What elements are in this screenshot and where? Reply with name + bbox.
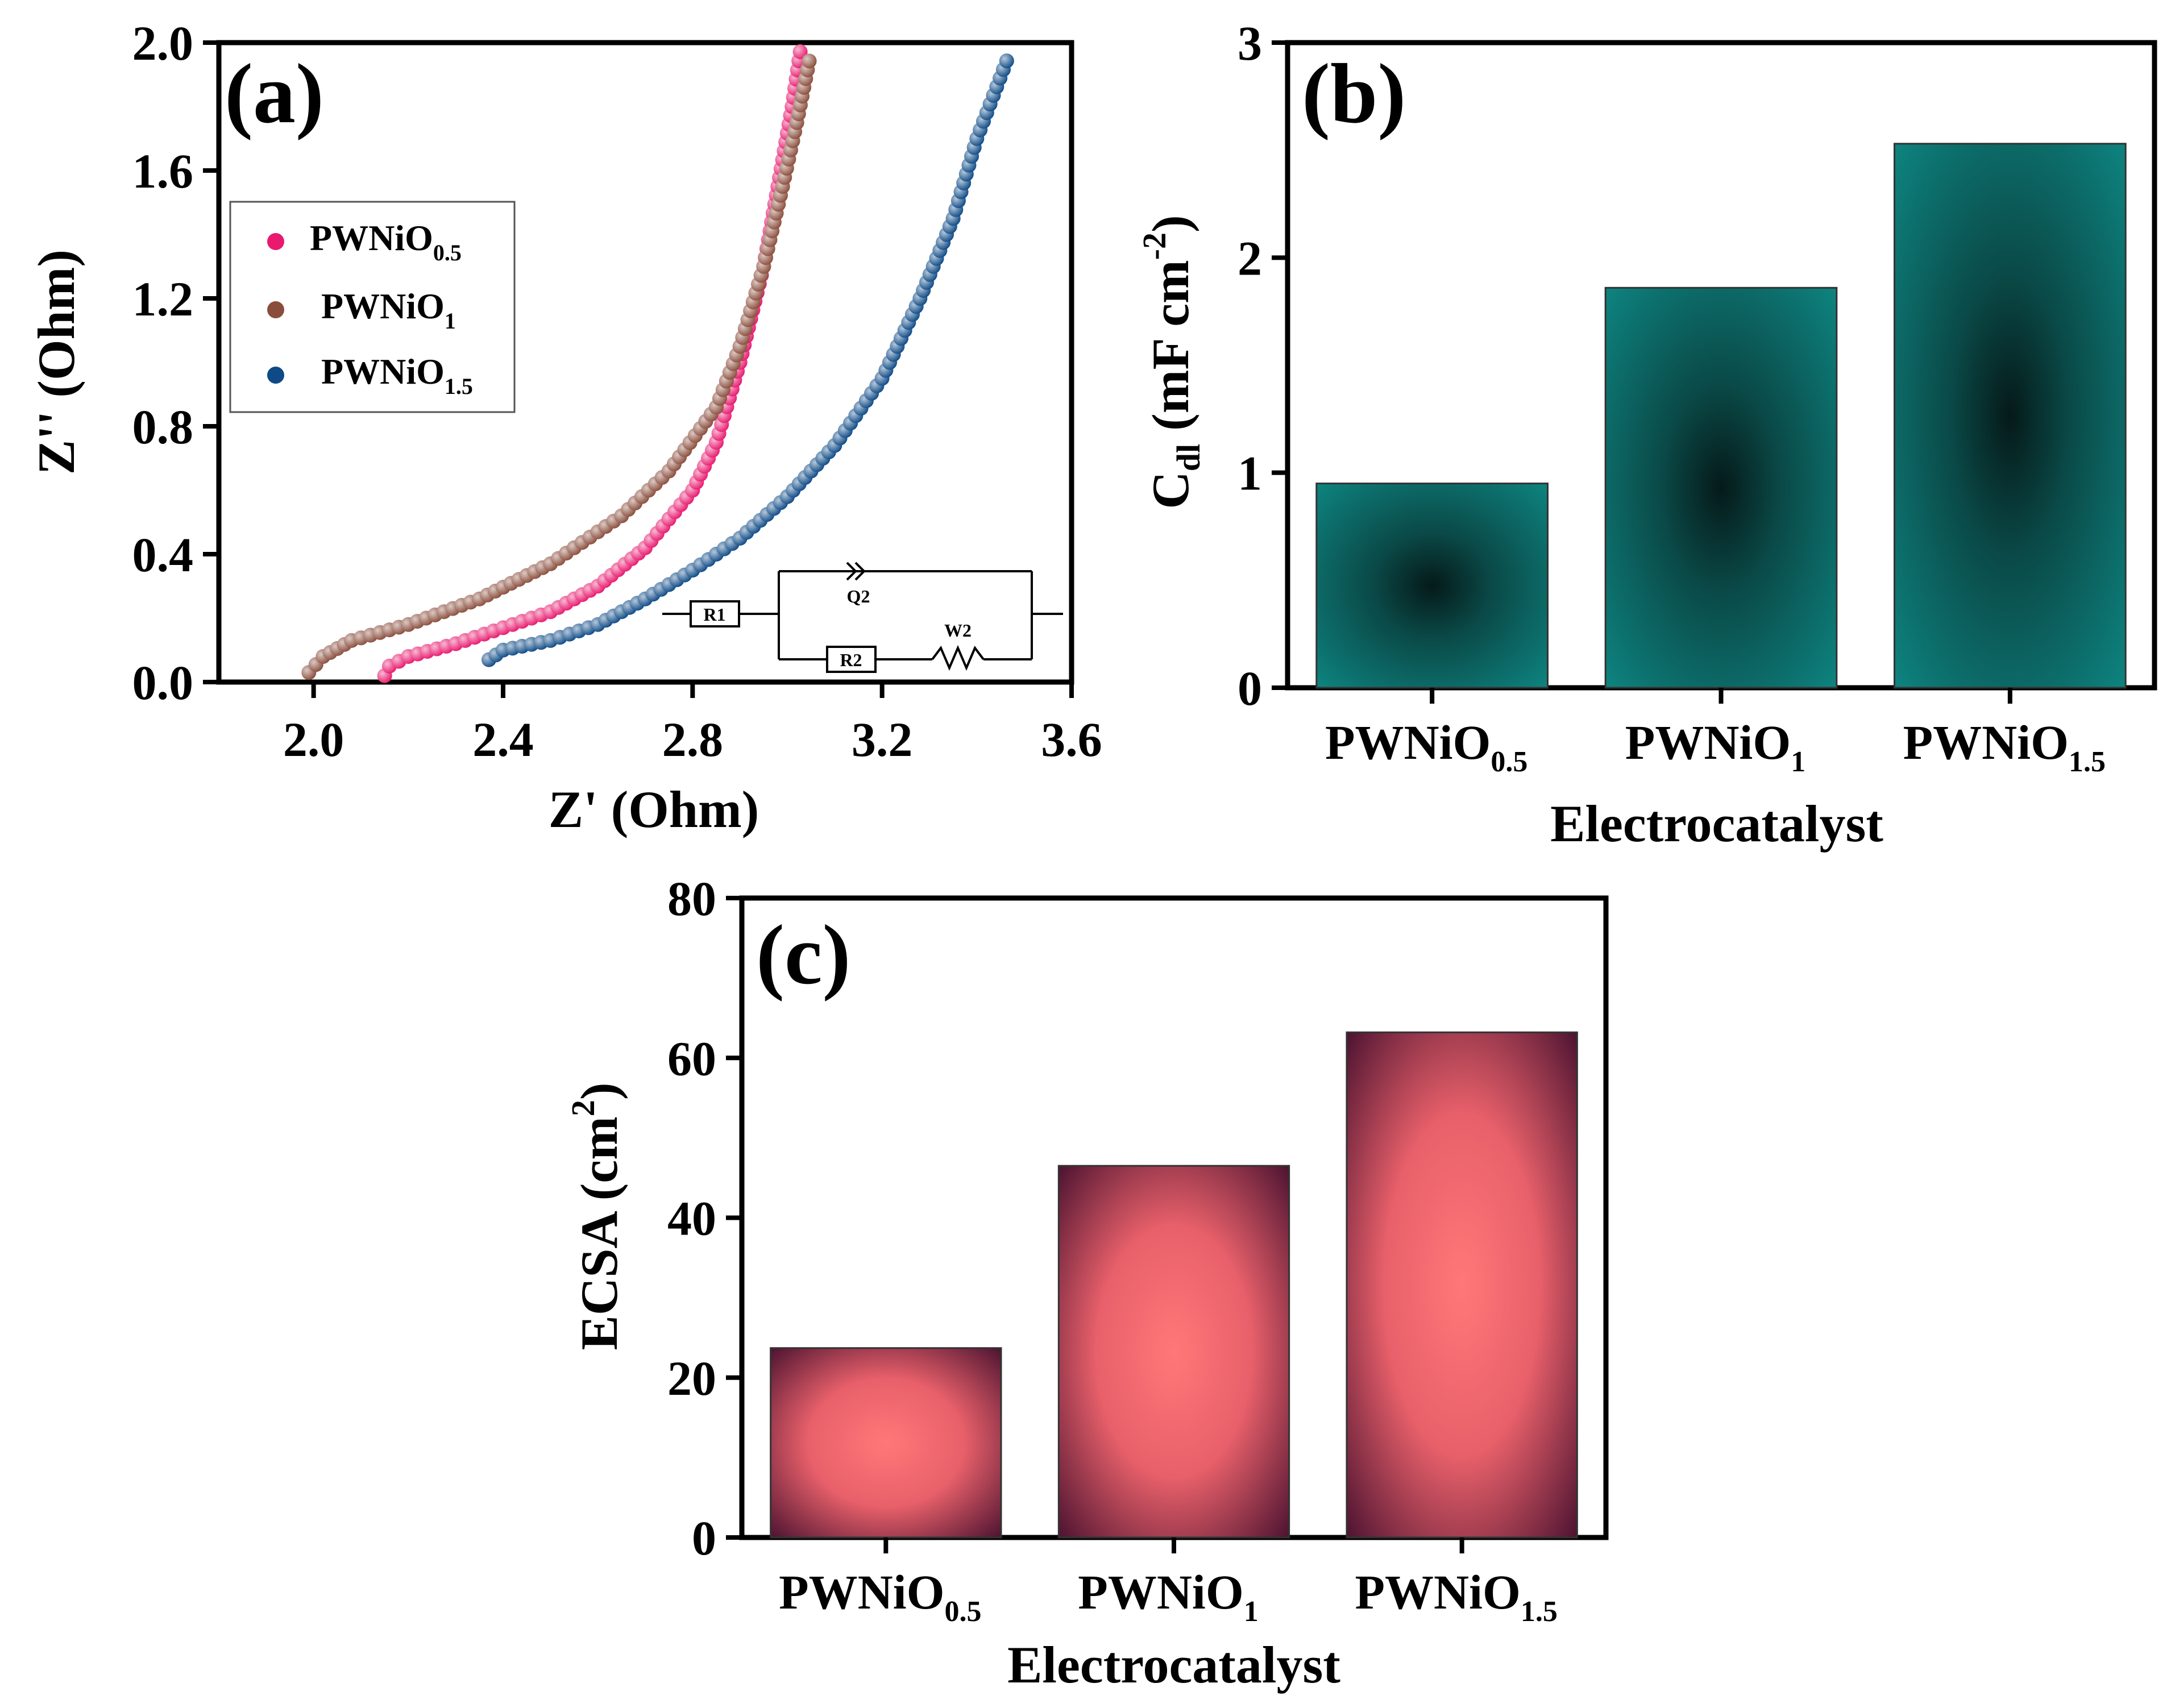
legend-marker-pwnio-0-5 <box>267 233 284 250</box>
y-tick-label: 0 <box>1238 661 1262 716</box>
panel-c-ticks: PWNiO0.5 PWNiO1 PWNiO1.5 0 20 40 60 80 <box>667 871 1558 1628</box>
panel-a-data-points <box>301 44 1014 683</box>
panel-a-xlabel: Z' (Ohm) <box>549 780 759 838</box>
series-0-point-highlight <box>792 44 808 60</box>
bar-1 <box>1057 1165 1290 1539</box>
y-tick-label: 0.0 <box>132 655 194 710</box>
inset-label-r1: R1 <box>703 604 725 625</box>
legend-label-pwnio-1: PWNiO1 <box>321 286 456 334</box>
legend-label-pwnio-0-5: PWNiO0.5 <box>310 218 462 265</box>
bar-2 <box>1894 143 2127 689</box>
x-tick-label: 2.4 <box>472 712 534 767</box>
x-tick-label: 3.6 <box>1041 712 1102 767</box>
bar-1 <box>1604 286 1838 689</box>
panel-a-ylabel: Z'' (Ohm) <box>27 250 85 475</box>
panel-b-ylabel: Cdl (mF cm-2) <box>1136 215 1207 509</box>
x-tick-label-0: PWNiO0.5 <box>1325 715 1527 778</box>
series-1-point-highlight <box>802 53 817 69</box>
x-tick-label: 2.0 <box>283 712 344 767</box>
y-tick-label: 1 <box>1238 446 1262 501</box>
bar-2 <box>1346 1031 1578 1539</box>
resistor-r2 <box>826 646 877 673</box>
x-tick-label-0: PWNiO0.5 <box>779 1565 981 1628</box>
cpe-q2 <box>846 562 857 581</box>
x-tick-label: 2.8 <box>662 712 724 767</box>
panel-b-ticks: PWNiO0.5 PWNiO1 PWNiO1.5 0 1 2 3 <box>1238 16 2106 778</box>
inset-label-w2: W2 <box>944 620 972 641</box>
panel-c-bars <box>770 1031 1578 1539</box>
panel-a-axes-frame <box>216 40 1074 685</box>
y-tick-label: 2 <box>1238 231 1262 285</box>
y-tick-label: 1.2 <box>132 272 194 326</box>
y-tick-label: 3 <box>1238 16 1262 70</box>
y-tick-label: 20 <box>667 1351 716 1406</box>
panel-a-equivalent-circuit-inset <box>662 562 1063 673</box>
y-tick-label: 0.8 <box>132 400 194 454</box>
panel-b-xlabel: Electrocatalyst <box>1550 795 1883 853</box>
panel-b-label: (b) <box>1302 47 1406 141</box>
inset-label-r2: R2 <box>840 650 862 670</box>
legend-marker-pwnio-1-5 <box>267 367 284 384</box>
y-tick-label: 0 <box>692 1511 716 1565</box>
x-tick-label-2: PWNiO1.5 <box>1903 715 2106 778</box>
inset-label-q2: Q2 <box>847 586 870 606</box>
x-tick-label-1: PWNiO1 <box>1078 1565 1258 1628</box>
panel-a-legend: PWNiO0.5 PWNiO1 PWNiO1.5 <box>229 201 516 413</box>
bar-0 <box>770 1347 1002 1539</box>
panel-b-bars <box>1315 143 2127 689</box>
y-tick-label: 1.6 <box>132 144 194 198</box>
panel-a-ticks: 2.0 2.4 2.8 3.2 3.6 0.0 0.4 0.8 1.2 1.6 2.0 <box>132 16 1102 767</box>
x-tick-label-2: PWNiO1.5 <box>1355 1565 1557 1628</box>
panel-c-ylabel: ECSA (cm2) <box>564 1082 628 1350</box>
panel-c-ecsa-bar-chart: PWNiO0.5 PWNiO1 PWNiO1.5 0 20 40 60 80 (c) Elec… <box>564 871 1609 1694</box>
panel-a-label: (a) <box>225 47 324 141</box>
x-tick-label-1: PWNiO1 <box>1625 715 1805 778</box>
x-tick-label: 3.2 <box>852 712 913 767</box>
legend-label-pwnio-1-5: PWNiO1.5 <box>321 351 473 399</box>
bar-0 <box>1315 483 1549 689</box>
warburg-w2 <box>931 645 985 671</box>
legend-marker-pwnio-1 <box>267 301 284 318</box>
y-tick-label: 40 <box>667 1191 716 1246</box>
panel-c-label: (c) <box>756 908 850 1002</box>
y-tick-label: 60 <box>667 1031 716 1086</box>
panel-a-nyquist-plot: 2.0 2.4 2.8 3.2 3.6 0.0 0.4 0.8 1.2 1.6 2.0 (a) Z'… <box>27 16 1102 838</box>
y-tick-label: 0.4 <box>132 527 194 582</box>
y-tick-label: 80 <box>667 871 716 926</box>
resistor-r1 <box>690 600 740 627</box>
panel-c-xlabel: Electrocatalyst <box>1007 1636 1340 1694</box>
series-2-point-highlight <box>999 53 1014 69</box>
panel-b-cdl-bar-chart: PWNiO0.5 PWNiO1 PWNiO1.5 0 1 2 3 (b) Electroca… <box>1136 16 2157 853</box>
y-tick-label: 2.0 <box>132 16 194 70</box>
